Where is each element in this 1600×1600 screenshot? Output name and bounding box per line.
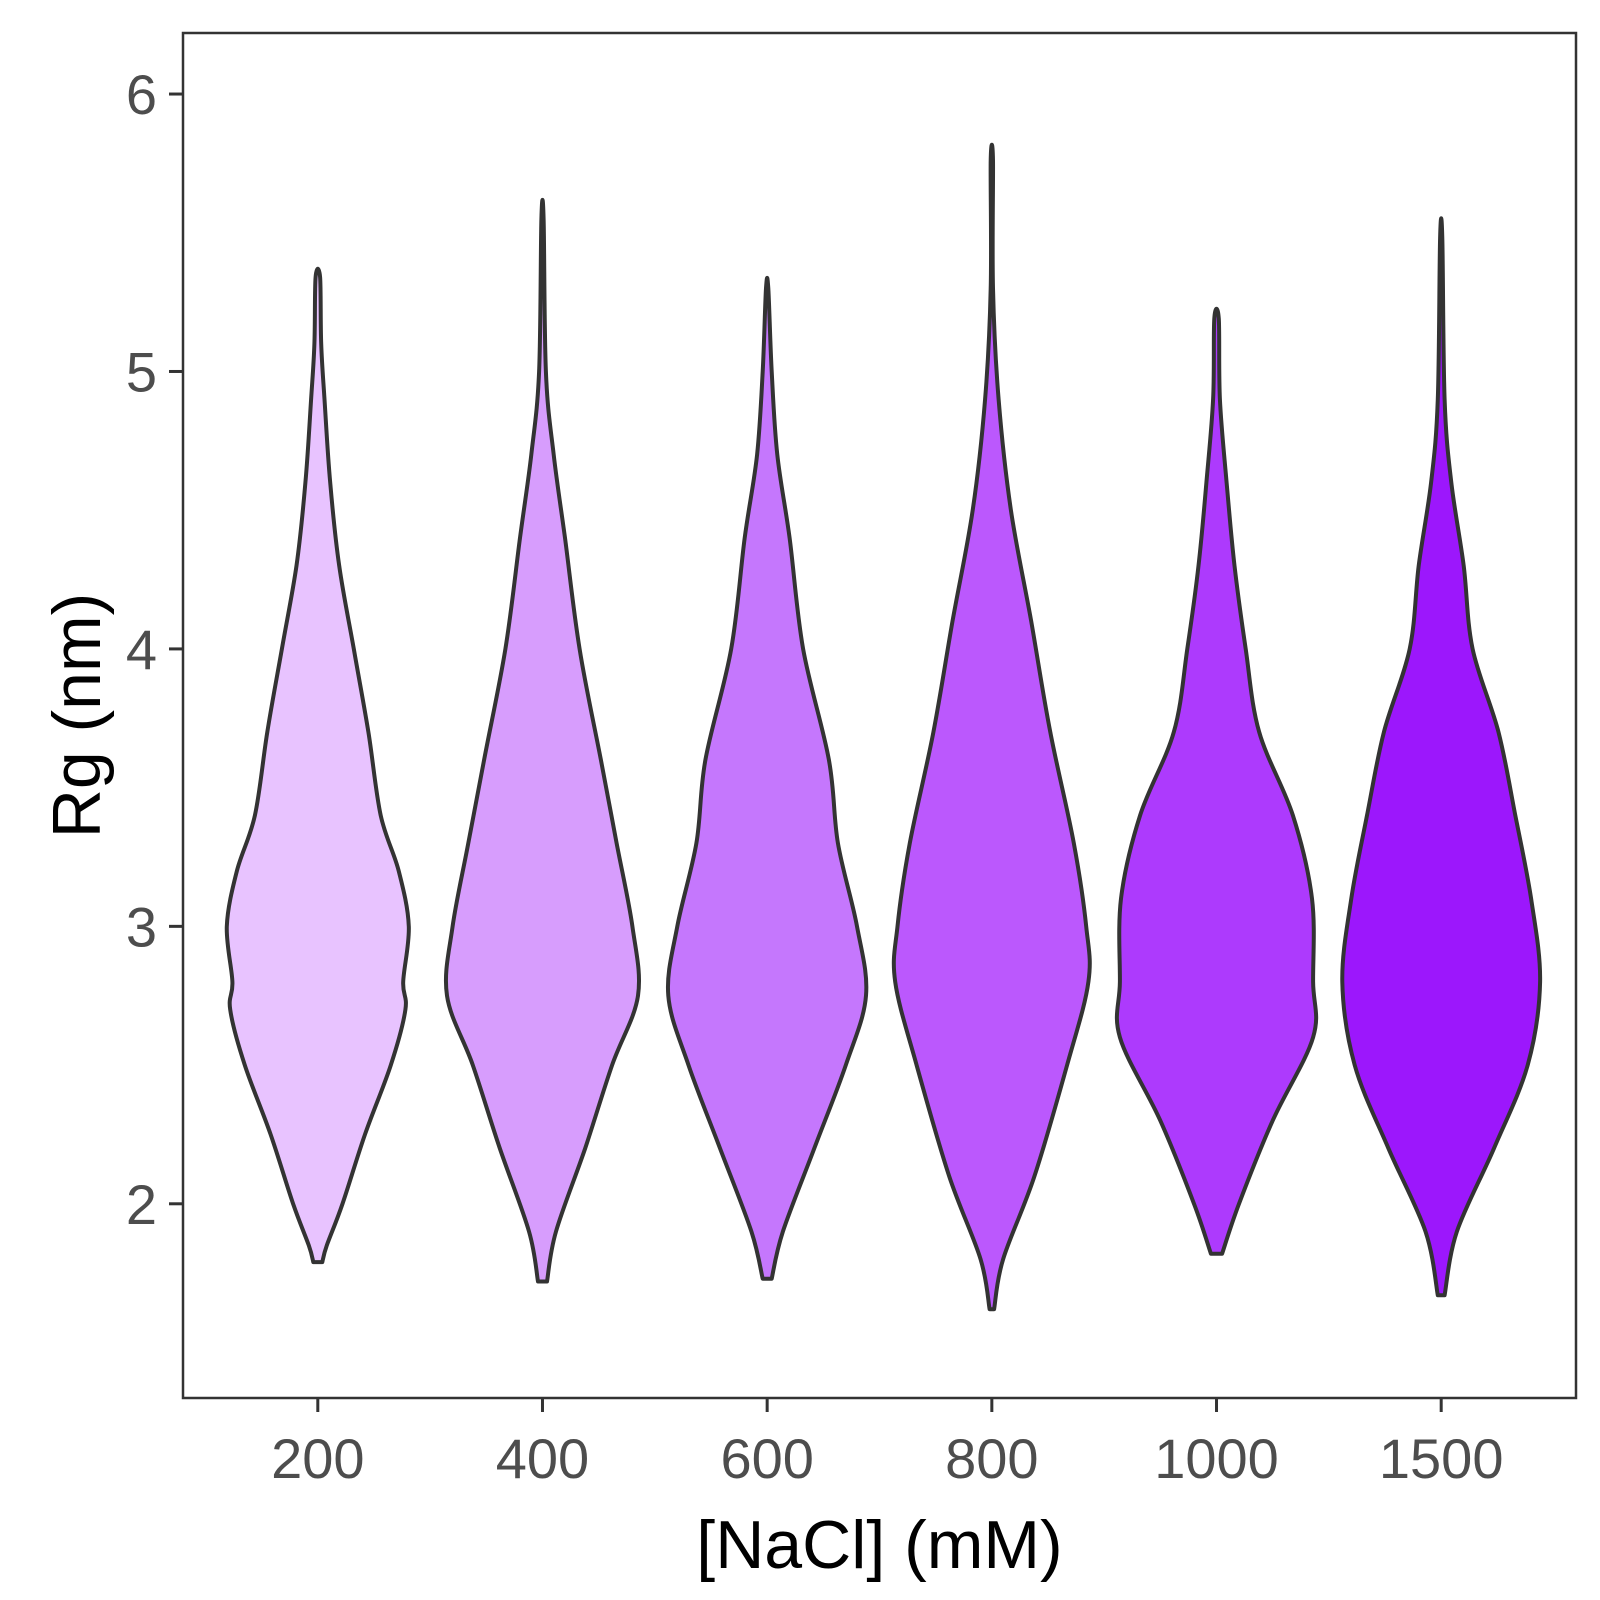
violin-1000 — [1114, 306, 1319, 1256]
y-tick-label: 2 — [126, 1173, 157, 1236]
violin-group — [224, 142, 1543, 1312]
y-tick-label: 6 — [126, 63, 157, 126]
x-tick-label: 400 — [496, 1427, 589, 1490]
y-axis-title: Rg (nm) — [39, 593, 115, 839]
x-tick-label: 600 — [720, 1427, 813, 1490]
y-tick-label: 5 — [126, 340, 157, 403]
y-axis: 2 3 4 5 6 — [126, 63, 183, 1236]
violin-600 — [665, 275, 869, 1281]
x-axis-title: [NaCl] (mM) — [696, 1507, 1062, 1583]
violin-200 — [224, 266, 411, 1265]
x-tick-label: 200 — [271, 1427, 364, 1490]
x-axis: 200 400 600 800 1000 1500 — [271, 1398, 1503, 1490]
x-tick-label: 1000 — [1154, 1427, 1279, 1490]
y-tick-label: 4 — [126, 618, 157, 681]
y-tick-label: 3 — [126, 895, 157, 958]
x-tick-label: 1500 — [1379, 1427, 1504, 1490]
plot-frame — [181, 31, 1578, 1400]
x-tick-label: 800 — [945, 1427, 1038, 1490]
violin-400 — [443, 197, 642, 1284]
violin-1500 — [1340, 216, 1543, 1298]
violin-800 — [891, 142, 1092, 1312]
